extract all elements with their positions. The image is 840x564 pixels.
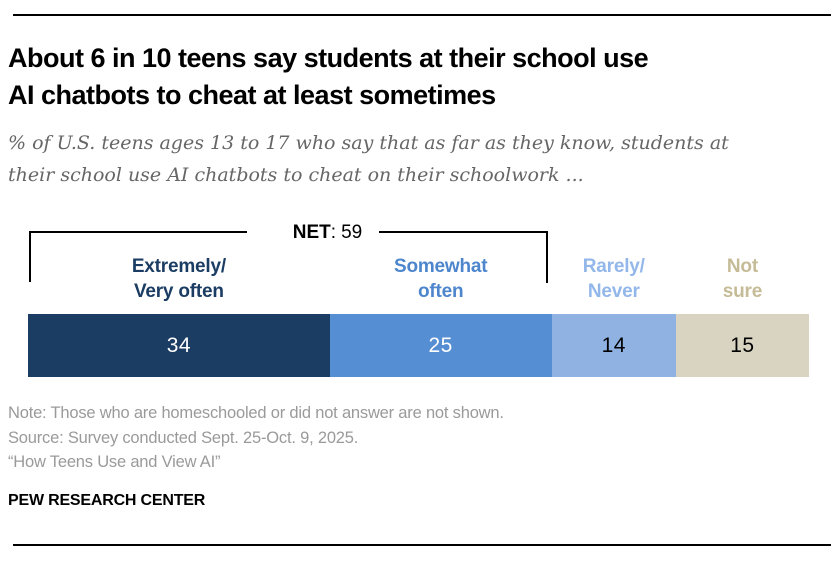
net-bracket-line-left [29, 231, 247, 233]
subtitle-line-2: their school use AI chatbots to cheat on… [8, 164, 584, 186]
stacked-bar: 34 25 14 15 [28, 314, 809, 377]
net-bracket-tick-left [29, 231, 31, 282]
subtitle-line-1: % of U.S. teens ages 13 to 17 who say th… [8, 132, 729, 154]
title-line-2: AI chatbots to cheat at least sometimes [8, 80, 496, 110]
category-labels: Extremely/ Very often Somewhat often Rar… [28, 254, 809, 304]
bar-segment-extremely-very-often: 34 [28, 314, 330, 377]
net-label-colon: : [330, 222, 337, 243]
bar-segment-somewhat-often: 25 [329, 314, 552, 377]
footer-notes: Note: Those who are homeschooled or did … [8, 401, 504, 475]
net-label-text: NET [292, 222, 331, 243]
label-not-sure: Not sure [722, 256, 763, 302]
bar-segment-rarely-never: 14 [551, 314, 676, 377]
bottom-divider [13, 544, 831, 546]
net-bracket-line-right [379, 231, 548, 233]
net-bracket-tick-right [546, 231, 548, 283]
label-extremely-very-often: Extremely/ Very often [131, 256, 226, 302]
label-somewhat-often: Somewhat often [393, 256, 488, 302]
chart-subtitle: % of U.S. teens ages 13 to 17 who say th… [8, 127, 729, 191]
title-line-1: About 6 in 10 teens say students at thei… [8, 43, 649, 73]
top-divider [13, 14, 831, 16]
citation-line: “How Teens Use and View AI” [8, 453, 221, 471]
net-bracket: NET: 59 [29, 222, 548, 283]
label-rarely-never: Rarely/ Never [582, 256, 645, 302]
note-line: Note: Those who are homeschooled or did … [8, 404, 504, 422]
net-value: 59 [341, 222, 363, 243]
page-title: About 6 in 10 teens say students at thei… [8, 40, 649, 114]
net-label: NET: 59 [276, 222, 379, 243]
bar-segment-not-sure: 15 [675, 314, 809, 377]
pew-research-center-brand: PEW RESEARCH CENTER [8, 492, 206, 509]
source-line: Source: Survey conducted Sept. 25-Oct. 9… [8, 428, 359, 447]
